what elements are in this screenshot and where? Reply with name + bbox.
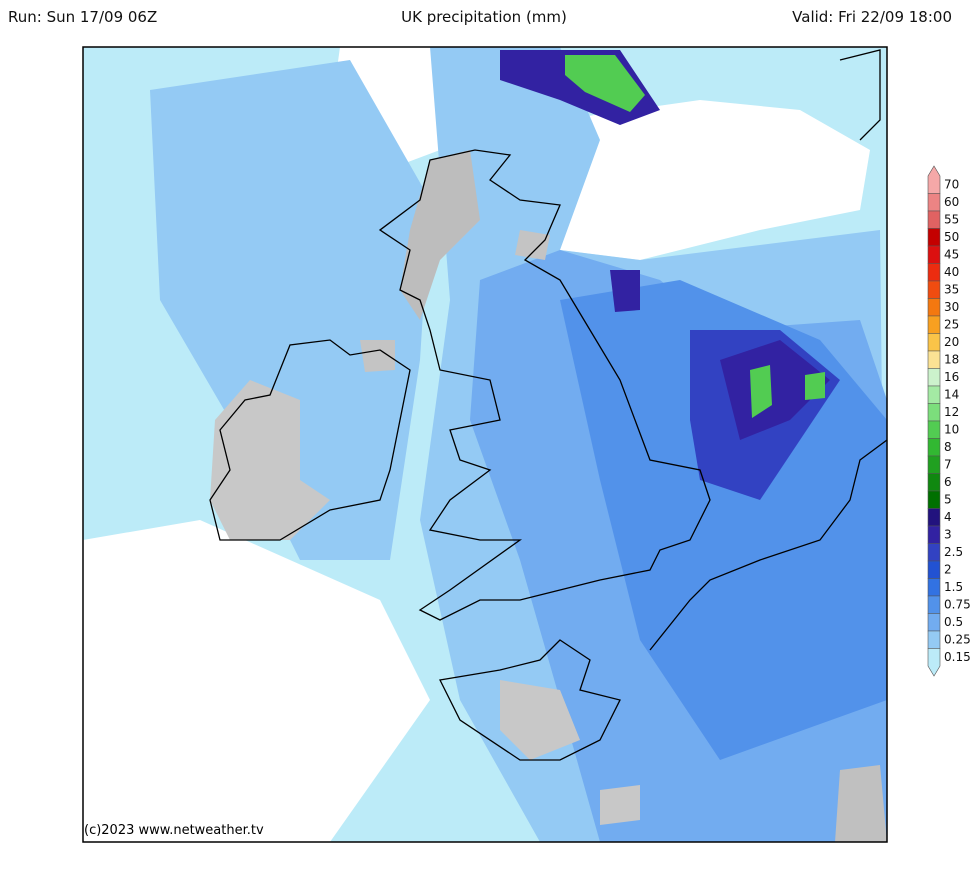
run-time: Run: Sun 17/09 06Z (8, 8, 158, 26)
legend-swatch (927, 165, 941, 194)
coastlines (209, 49, 888, 761)
legend-swatch (927, 630, 941, 649)
legend-swatch (927, 368, 941, 387)
legend-label: 40 (944, 265, 959, 279)
legend-swatch (927, 560, 941, 579)
legend-swatch (927, 263, 941, 282)
legend-swatch (927, 210, 941, 229)
legend-label: 60 (944, 195, 959, 209)
legend-swatch (927, 648, 941, 677)
legend-label: 6 (944, 475, 952, 489)
legend-label: 14 (944, 387, 959, 401)
legend-swatch (927, 228, 941, 247)
legend-swatch (927, 385, 941, 404)
legend-swatch (927, 438, 941, 457)
map-title: UK precipitation (mm) (401, 8, 567, 26)
legend-swatch (927, 420, 941, 439)
legend-label: 10 (944, 422, 959, 436)
legend-swatch (927, 193, 941, 212)
legend-swatch (927, 473, 941, 492)
legend-swatch (927, 578, 941, 597)
legend-label: 18 (944, 352, 959, 366)
map-frame (82, 46, 888, 843)
legend-label: 0.75 (944, 597, 971, 611)
legend-label: 30 (944, 300, 959, 314)
legend-label: 0.5 (944, 615, 963, 629)
legend-label: 8 (944, 440, 952, 454)
legend-label: 12 (944, 405, 959, 419)
legend-label: 3 (944, 527, 952, 541)
credit: (c)2023 www.netweather.tv (84, 823, 264, 838)
legend-swatch (927, 298, 941, 317)
precip-field (83, 47, 887, 842)
legend-label: 20 (944, 335, 959, 349)
legend-label: 5 (944, 492, 952, 506)
legend-swatch (927, 350, 941, 369)
legend-swatch (927, 245, 941, 264)
legend-label: 0.15 (944, 650, 971, 664)
legend-label: 7 (944, 457, 952, 471)
legend-label: 16 (944, 370, 959, 384)
legend-label: 2 (944, 562, 952, 576)
legend-label: 4 (944, 510, 952, 524)
legend-label: 25 (944, 317, 959, 331)
legend-swatch (927, 595, 941, 614)
legend-label: 70 (944, 177, 959, 191)
legend-swatch (927, 490, 941, 509)
legend-label: 35 (944, 282, 959, 296)
legend-swatch (927, 613, 941, 632)
legend-label: 55 (944, 212, 959, 226)
legend-swatch (927, 280, 941, 299)
legend-swatch (927, 315, 941, 334)
legend-label: 1.5 (944, 580, 963, 594)
legend-swatch (927, 455, 941, 474)
valid-time: Valid: Fri 22/09 18:00 (792, 8, 952, 26)
legend-label: 50 (944, 230, 959, 244)
legend-swatch (927, 525, 941, 544)
legend: 70 60 55 50 45 40 35 30 25 20 18 16 14 12 10 8 7 6 5 4 3 2.5 2… (927, 165, 971, 677)
legend-swatch (927, 333, 941, 352)
legend-swatch (927, 543, 941, 562)
legend-label: 0.25 (944, 632, 971, 646)
legend-swatch (927, 403, 941, 422)
legend-label: 2.5 (944, 545, 963, 559)
legend-label: 45 (944, 247, 959, 261)
legend-swatch (927, 508, 941, 527)
